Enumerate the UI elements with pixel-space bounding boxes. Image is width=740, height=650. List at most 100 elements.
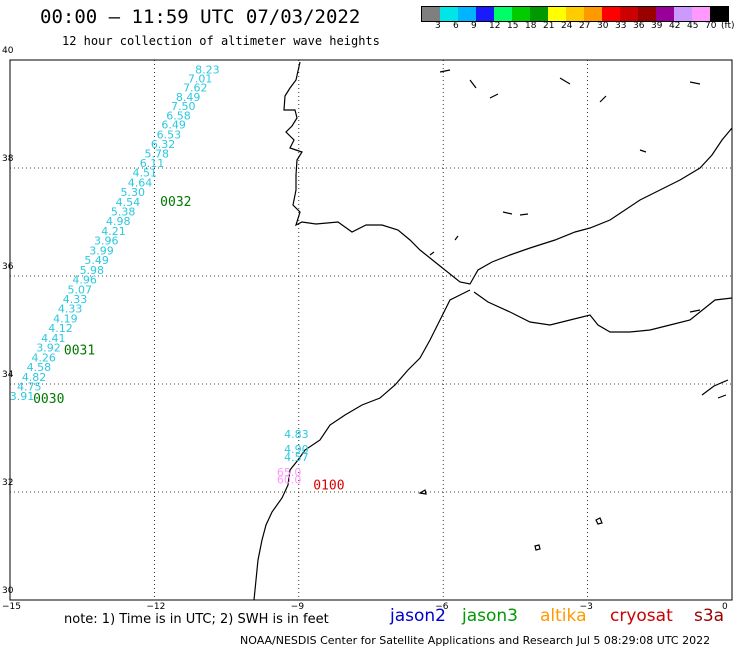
legend-label: 70: [705, 21, 717, 31]
swh-value: 3.91: [10, 390, 35, 403]
swh-value: 5.07: [68, 283, 93, 296]
swh-value: 4.96: [72, 274, 97, 287]
legend-label: 18: [525, 21, 537, 31]
swh-value: 5.30: [120, 186, 145, 199]
credit-text: NOAA/NESDIS Center for Satellite Applica…: [240, 634, 711, 647]
swh-value: 4.26: [31, 351, 56, 364]
legend-label: 3: [435, 21, 441, 31]
satellite-name: altika: [540, 606, 587, 626]
swh-value: 5.38: [111, 206, 136, 219]
longitude-tick-label: −15: [2, 602, 21, 612]
legend-swatch: [476, 7, 494, 21]
swh-value: 8.23: [195, 64, 220, 77]
map-subtitle: 12 hour collection of altimeter wave hei…: [62, 34, 380, 48]
legend-swatch: [638, 7, 656, 21]
latitude-tick-label: 40: [2, 46, 14, 56]
legend-swatch: [674, 7, 692, 21]
swh-value: 5.78: [145, 148, 170, 161]
legend-swatch: [566, 7, 584, 21]
legend-unit: (ft): [721, 21, 735, 31]
longitude-tick-label: −9: [290, 602, 305, 612]
swh-value: 3.99: [89, 244, 114, 257]
altimeter-tracks: 8.237.017.628.497.506.586.496.536.325.78…: [10, 64, 345, 494]
coastline: [253, 61, 733, 601]
swh-value: 6.49: [161, 119, 186, 132]
legend-label: 30: [597, 21, 609, 31]
swh-value: 7.01: [188, 73, 213, 86]
swh-value: 6.58: [166, 109, 191, 122]
latitude-tick-label: 38: [2, 154, 14, 164]
legend-label: 24: [561, 21, 573, 31]
pass-time-label: 0031: [64, 343, 95, 358]
swh-value: 4.19: [53, 312, 78, 325]
satellite-name: cryosat: [610, 606, 673, 626]
legend-swatch: [692, 7, 710, 21]
swh-value: 4.33: [58, 303, 83, 316]
map-gridlines: [9, 59, 733, 601]
legend-label: 6: [453, 21, 459, 31]
swh-value: 4.41: [41, 332, 66, 345]
longitude-tick-label: −3: [579, 602, 593, 612]
swh-value: 4.58: [27, 361, 52, 374]
swh-value: 65.0: [277, 466, 302, 479]
swh-value: 4.98: [106, 215, 131, 228]
legend-label: 9: [471, 21, 477, 31]
legend-swatch: [512, 7, 530, 21]
longitude-tick-label: 0: [722, 602, 728, 612]
color-scale-legend: [421, 6, 729, 22]
map-frame: [9, 59, 733, 601]
swh-value: 5.98: [80, 264, 105, 277]
swh-value: 4.64: [128, 176, 153, 189]
legend-swatch: [656, 7, 674, 21]
swh-value: 4.21: [101, 225, 126, 238]
legend-swatch: [494, 7, 512, 21]
legend-swatch: [584, 7, 602, 21]
satellite-name: jason2: [390, 606, 446, 626]
latitude-tick-label: 36: [2, 262, 14, 272]
legend-swatch: [440, 7, 458, 21]
longitude-tick-label: −12: [146, 602, 166, 612]
legend-label: 15: [507, 21, 519, 31]
legend-swatch: [620, 7, 638, 21]
swh-value: 3.92: [36, 342, 61, 355]
swh-value: 60.0: [277, 473, 302, 486]
swh-value: 8.49: [176, 91, 201, 104]
swh-value: 4.51: [133, 167, 158, 180]
legend-swatch: [458, 7, 476, 21]
legend-swatch: [422, 7, 440, 21]
pass-time-label: 0030: [33, 392, 64, 407]
swh-value: 4.82: [22, 371, 47, 384]
legend-label: 39: [651, 21, 663, 31]
satellite-name: s3a: [694, 606, 725, 626]
legend-swatch: [602, 7, 620, 21]
swh-value: 7.62: [183, 81, 208, 94]
legend-swatch: [548, 7, 566, 21]
latitude-tick-label: 32: [2, 478, 14, 488]
legend-label: 21: [543, 21, 555, 31]
swh-value: 4.33: [63, 293, 88, 306]
swh-value: 6.11: [140, 157, 165, 170]
legend-label: 27: [579, 21, 591, 31]
legend-label: 45: [687, 21, 699, 31]
swh-value: 4.54: [116, 196, 141, 209]
swh-value: 6.53: [157, 128, 182, 141]
pass-time-label: 0100: [313, 478, 344, 493]
latitude-tick-label: 30: [2, 586, 14, 596]
swh-value: 4.75: [17, 380, 42, 393]
legend-label: 33: [615, 21, 627, 31]
swh-value: 6.32: [151, 138, 176, 151]
latitude-tick-label: 34: [2, 370, 14, 380]
swh-value: 3.96: [94, 235, 119, 248]
note-text: note: 1) Time is in UTC; 2) SWH is in fe…: [64, 612, 329, 627]
swh-value: 4.12: [48, 322, 73, 335]
legend-label: 36: [633, 21, 645, 31]
legend-label: 42: [669, 21, 681, 31]
swh-value: 4.57: [284, 451, 309, 464]
swh-value: 4.83: [284, 428, 309, 441]
swh-value: 5.49: [84, 254, 109, 267]
pass-time-label: 0032: [160, 195, 191, 210]
longitude-tick-label: −6: [435, 602, 449, 612]
legend-swatch: [710, 7, 728, 21]
map-title: 00:00 – 11:59 UTC 07/03/2022: [40, 6, 361, 28]
